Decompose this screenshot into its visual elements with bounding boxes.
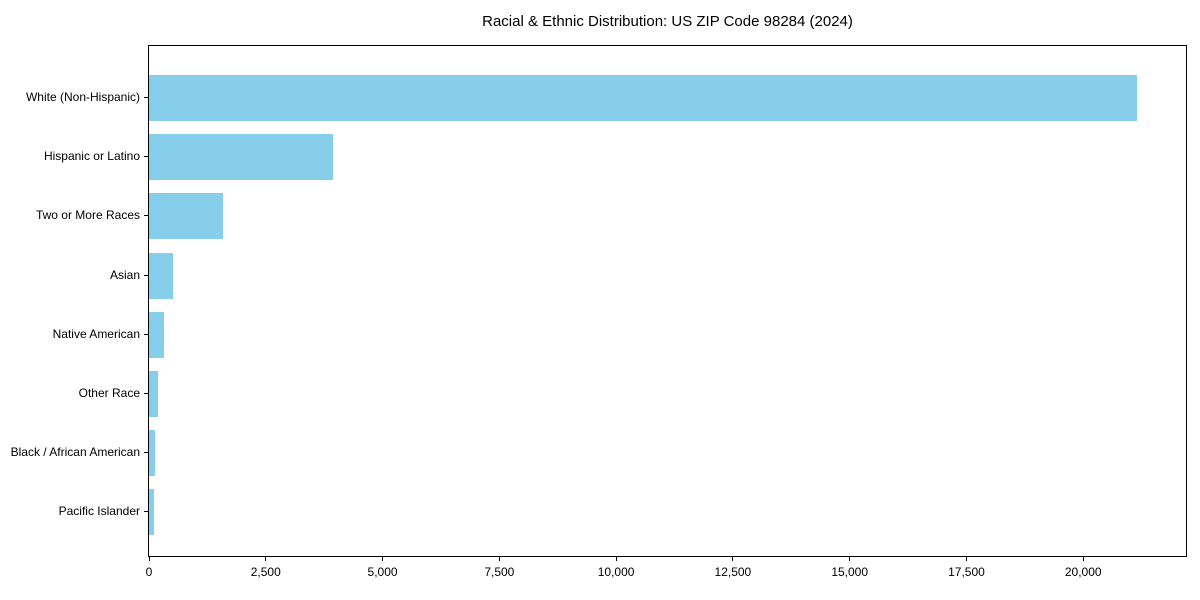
x-tick-label: 2,500: [250, 565, 281, 579]
y-tick-label: White (Non-Hispanic): [25, 90, 140, 104]
x-tick-label: 15,000: [831, 565, 869, 579]
y-axis-tick: [144, 511, 148, 513]
x-axis-tick: [498, 557, 500, 561]
x-tick-label: 12,500: [714, 565, 752, 579]
x-tick-label: 10,000: [597, 565, 635, 579]
bar: [149, 134, 333, 181]
y-axis-tick: [144, 452, 148, 454]
plot-area: [148, 45, 1187, 557]
y-axis-tick: [144, 393, 148, 394]
y-axis-tick: [144, 274, 148, 276]
x-tick-label: 17,500: [948, 565, 985, 579]
x-tick-label: 5,000: [367, 565, 398, 579]
x-axis-tick: [965, 557, 967, 561]
x-axis-tick: [849, 557, 851, 561]
y-axis-tick: [144, 156, 148, 158]
bar: [149, 75, 1137, 121]
y-axis-tick: [144, 97, 148, 98]
y-tick-label: Other Race: [78, 386, 140, 400]
bar: [149, 430, 155, 477]
x-tick-label: 0: [145, 565, 153, 579]
y-tick-label: Two or More Races: [35, 208, 140, 223]
y-tick-label: Asian: [109, 267, 140, 282]
x-axis-tick: [615, 557, 617, 561]
x-axis-tick: [1082, 557, 1084, 561]
bar: [149, 371, 159, 417]
y-tick-label: Hispanic or Latino: [43, 149, 140, 164]
x-tick-label: 20,000: [1064, 565, 1102, 579]
bar: [149, 489, 154, 536]
x-axis-tick: [732, 557, 734, 561]
x-axis-tick: [265, 557, 267, 561]
x-tick-label: 7,500: [484, 565, 515, 579]
x-axis-tick: [148, 557, 150, 561]
y-tick-label: Pacific Islander: [58, 504, 140, 519]
y-axis-tick: [144, 333, 148, 335]
y-tick-label: Native American: [52, 326, 140, 341]
bar: [149, 252, 173, 299]
y-tick-label: Black / African American: [10, 445, 140, 460]
x-axis-tick: [382, 557, 384, 561]
bar: [149, 193, 223, 240]
y-axis-tick: [144, 215, 148, 217]
bar: [149, 311, 164, 358]
chart-title: Racial & Ethnic Distribution: US ZIP Cod…: [482, 13, 853, 30]
